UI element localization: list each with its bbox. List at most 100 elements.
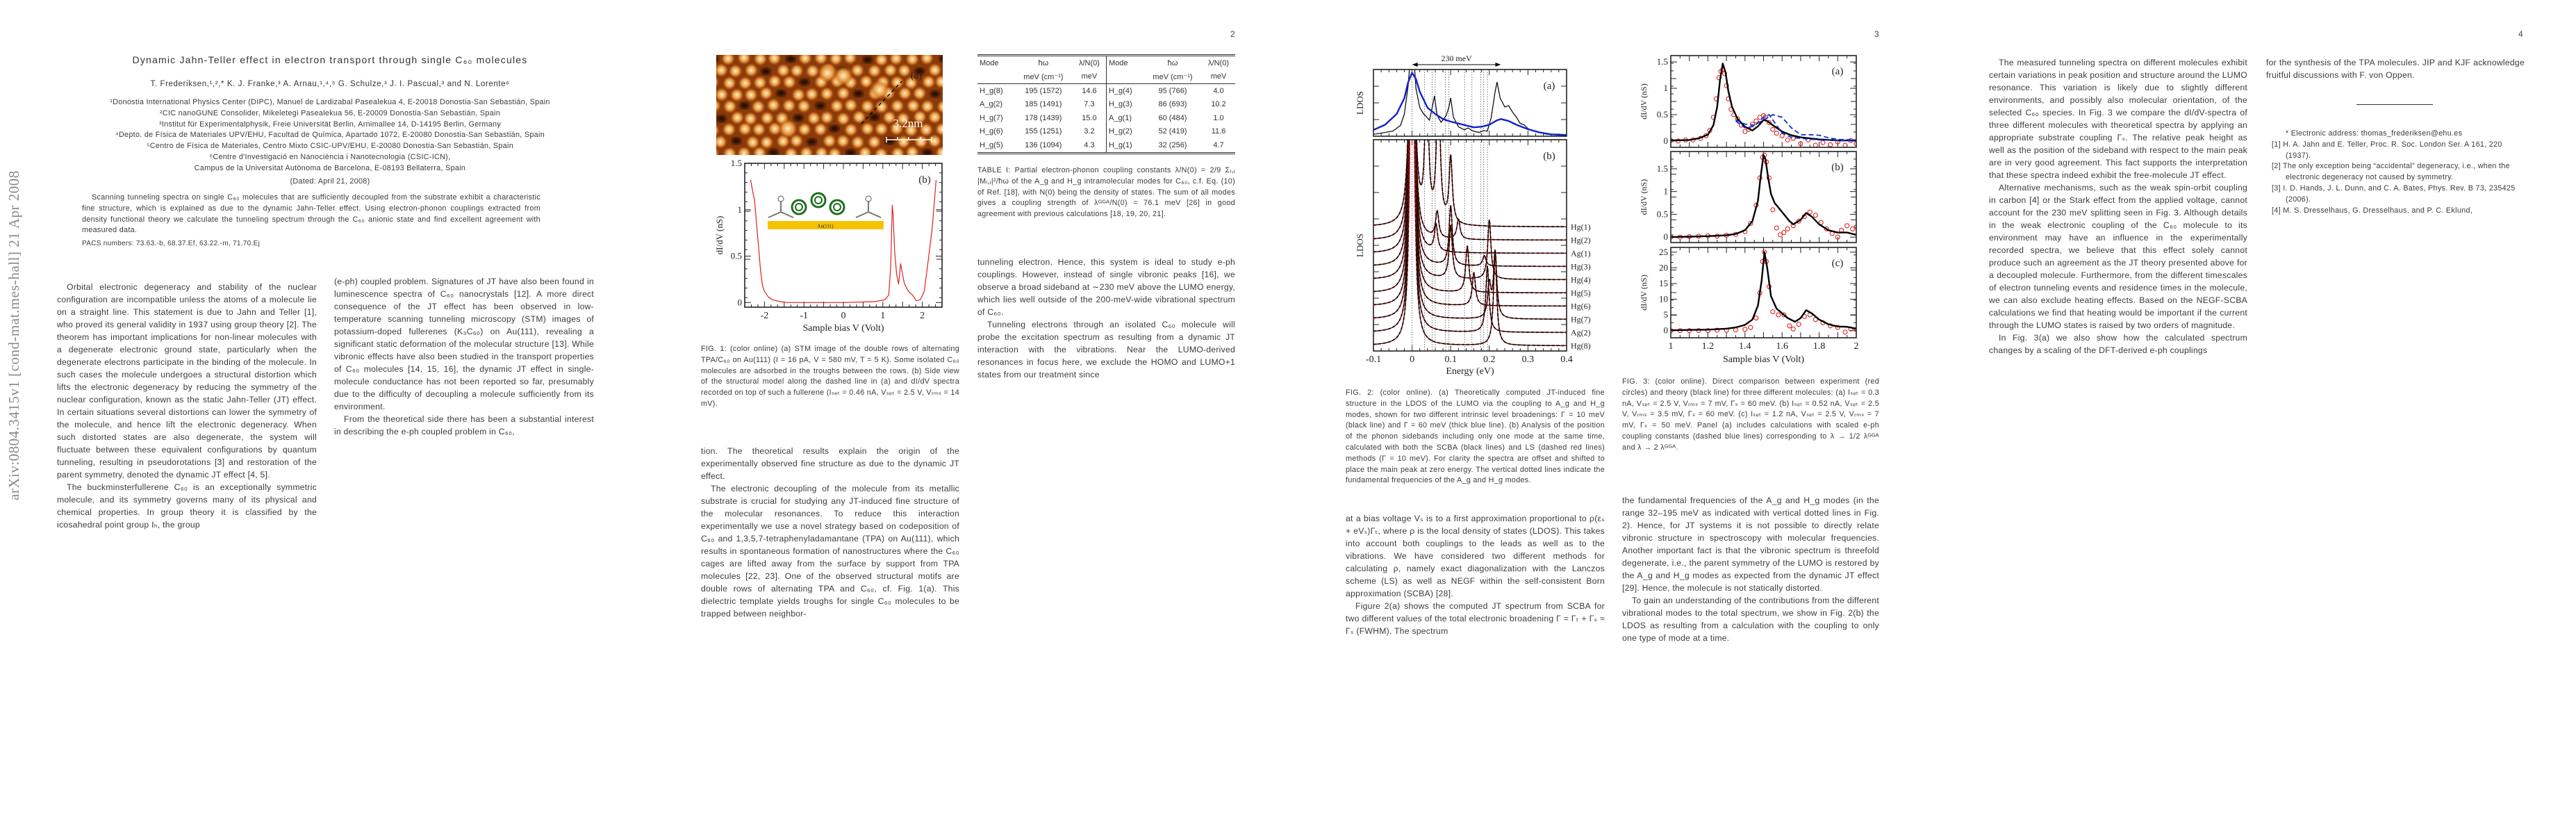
experiment-point <box>1715 327 1720 333</box>
stm-molecule <box>729 88 744 102</box>
panel-label: (a) <box>911 70 923 81</box>
mode-label: Hg(1) <box>1571 222 1591 231</box>
plot-frame <box>1670 151 1857 243</box>
stm-trough <box>930 90 940 98</box>
stm-molecule <box>850 135 865 149</box>
panel-label: (c) <box>1832 258 1844 269</box>
table-cell: 4.7 <box>1213 140 1224 149</box>
stm-molecule <box>814 122 828 136</box>
table-cell: 10.2 <box>1211 100 1226 109</box>
scba-spectrum-line <box>1373 140 1567 320</box>
stm-molecule <box>723 99 737 114</box>
y-tick-label: 1.5 <box>1657 163 1668 174</box>
stm-molecule <box>782 75 797 90</box>
table-cell: 195 (1572) <box>1025 86 1062 95</box>
stm-molecule <box>883 63 898 77</box>
x-tick-label: 0.1 <box>1444 354 1457 365</box>
x-tick-label: 2 <box>1854 341 1859 352</box>
experiment-point <box>1774 225 1779 231</box>
experiment-point <box>1748 325 1753 330</box>
paragraph: the fundamental frequencies of the A_g a… <box>1622 496 1879 593</box>
stm-trough <box>786 55 796 63</box>
y-tick-label: 1.5 <box>731 158 742 168</box>
scba-spectrum-line <box>1373 140 1567 227</box>
stm-molecule <box>935 145 943 155</box>
stm-molecule <box>820 86 834 101</box>
y-tick-label: 0 <box>738 297 743 307</box>
experiment-point <box>1753 118 1759 124</box>
scba-spectrum-line <box>1373 140 1567 240</box>
y-axis-label: dI/dV (nS) <box>714 216 725 255</box>
y-axis-label: LDOS <box>1355 91 1365 115</box>
affiliation-line: Campus de la Universitat Autònoma de Bar… <box>194 163 466 172</box>
experiment-point <box>1748 220 1753 227</box>
stm-molecule <box>890 75 905 90</box>
scba-spectrum-line <box>1373 140 1567 306</box>
stm-trough <box>761 67 771 75</box>
spectrum-line <box>750 179 937 303</box>
stm-bright-molecule <box>834 66 853 85</box>
table-cell: H_g(8) <box>980 86 1003 95</box>
column-header: ħω <box>1038 58 1049 67</box>
table-cell: 1.0 <box>1213 113 1224 122</box>
y-tick-label: 10 <box>1659 293 1668 304</box>
stm-molecule <box>716 147 720 155</box>
stm-image: (a) 3.2nm <box>716 55 943 155</box>
stm-trough <box>716 115 727 122</box>
scale-bar-label: 3.2nm <box>893 117 923 130</box>
panel-label: (a) <box>1544 81 1555 92</box>
y-tick-label: 0 <box>1664 325 1669 336</box>
column-unit: meV (cm⁻¹) <box>1143 70 1203 84</box>
affiliation-line: ⁴Depto. de Física de Materiales UPV/EHU,… <box>115 131 545 140</box>
stm-molecule <box>905 145 920 155</box>
experiment-point <box>1842 329 1848 335</box>
stm-trough <box>845 149 856 155</box>
stm-molecule <box>890 99 905 113</box>
stm-molecule <box>720 55 735 66</box>
stm-molecule <box>789 133 804 148</box>
table-cell: 185 (1491) <box>1025 100 1062 109</box>
stm-molecule <box>722 122 736 137</box>
stm-molecule <box>927 63 942 77</box>
table-cell: 32 (256) <box>1158 140 1187 149</box>
ls-spectrum-line <box>1373 140 1567 281</box>
stm-molecule <box>776 63 791 78</box>
pacs-numbers: PACS numbers: 73.63.-b, 68.37.Ef, 63.22.… <box>82 240 261 247</box>
experiment-point <box>1785 137 1790 142</box>
stm-molecule <box>920 55 934 65</box>
table-cell: 4.3 <box>1084 140 1095 149</box>
stm-trough <box>853 90 864 97</box>
stm-trough <box>731 137 741 145</box>
stm-molecule <box>789 63 804 78</box>
experiment-point <box>1813 213 1818 218</box>
stm-molecule <box>867 63 882 78</box>
paragraph: (e-ph) coupled problem. Signatures of JT… <box>334 277 594 411</box>
experiment-point <box>1853 224 1856 230</box>
ls-spectrum-line <box>1373 140 1567 334</box>
stm-molecule <box>905 55 920 67</box>
table-cell: 52 (419) <box>1158 127 1187 136</box>
tpa-ring <box>777 195 784 202</box>
experiment-point <box>1813 142 1818 147</box>
stm-molecule <box>743 88 758 102</box>
stm-molecule <box>904 123 918 138</box>
fullerene-icon-inner <box>814 196 823 204</box>
table-cell: 14.6 <box>1082 86 1097 95</box>
fullerene-icon <box>810 192 827 208</box>
stm-molecule <box>935 122 943 137</box>
experiment-point <box>1733 327 1738 333</box>
stm-molecule <box>896 111 911 126</box>
column-unit: meV <box>1202 70 1235 84</box>
panel-label: (b) <box>918 174 931 186</box>
stm-molecule <box>791 88 806 102</box>
theory-line <box>1671 154 1856 238</box>
figure-2-caption: FIG. 2: (color online). (a) Theoreticall… <box>1346 389 1605 485</box>
y-tick-label: 1 <box>1664 83 1669 93</box>
mode-label: Hg(8) <box>1571 341 1591 350</box>
experiment-point <box>1835 234 1840 240</box>
stm-molecule <box>716 124 720 137</box>
stm-molecule <box>897 63 911 78</box>
affiliation-line: ⁶Centre d'Investigació en Nanociència i … <box>209 152 451 161</box>
y-tick-label: 15 <box>1659 278 1668 288</box>
table-cell: H_g(5) <box>980 140 1003 149</box>
